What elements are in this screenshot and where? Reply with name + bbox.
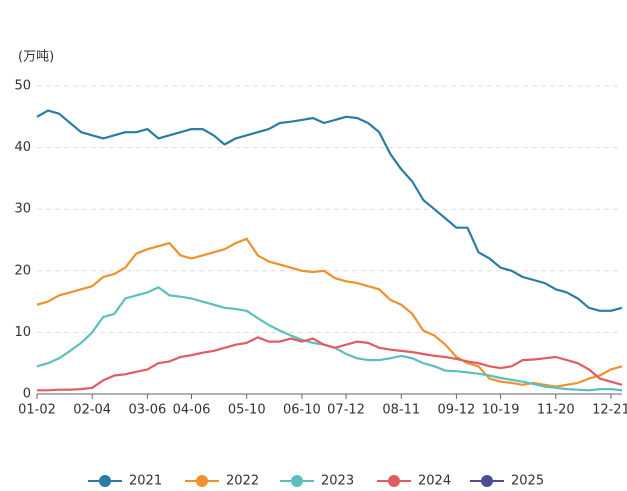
y-tick-label: 40 <box>14 140 31 155</box>
x-tick-label: 10-19 <box>482 403 520 418</box>
y-tick-label: 30 <box>14 202 31 217</box>
y-axis-label: (万吨) <box>18 50 54 65</box>
x-tick-label: 06-10 <box>283 403 321 418</box>
legend-marker <box>291 475 303 487</box>
legend-label: 2022 <box>226 474 259 489</box>
x-tick-label: 12-21 <box>592 403 627 418</box>
y-tick-label: 0 <box>23 387 31 402</box>
legend-marker <box>388 475 400 487</box>
legend-marker <box>196 475 208 487</box>
x-tick-label: 09-12 <box>438 403 476 418</box>
legend-marker <box>481 475 493 487</box>
x-tick-label: 01-02 <box>18 403 56 418</box>
y-tick-label: 50 <box>14 79 31 94</box>
series-line <box>37 336 623 392</box>
x-tick-label: 07-12 <box>327 403 365 418</box>
x-tick-label: 05-10 <box>228 403 266 418</box>
x-tick-label: 11-20 <box>537 403 575 418</box>
series-line <box>36 109 623 312</box>
x-tick-label: 02-04 <box>73 403 111 418</box>
legend-label: 2024 <box>418 474 451 489</box>
legend-label: 2025 <box>511 474 544 489</box>
y-tick-label: 20 <box>14 263 31 278</box>
y-tick-label: 10 <box>14 325 31 340</box>
x-tick-label: 08-11 <box>382 403 420 418</box>
legend-label: 2023 <box>321 474 354 489</box>
x-tick-label: 04-06 <box>173 403 211 418</box>
legend-marker <box>99 475 111 487</box>
series-line <box>36 237 623 388</box>
x-tick-label: 03-06 <box>128 403 166 418</box>
legend-label: 2021 <box>129 474 162 489</box>
